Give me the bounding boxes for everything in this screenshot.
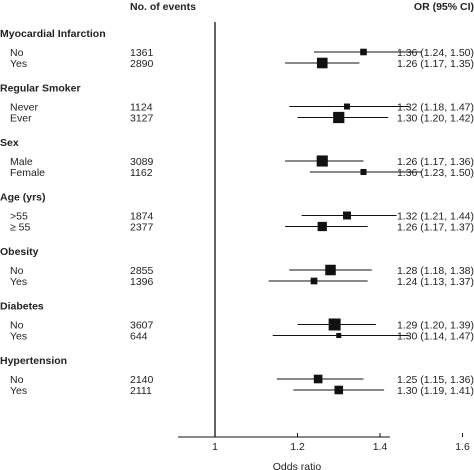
events-value: 1124 bbox=[130, 102, 153, 114]
events-column-header: No. of events bbox=[130, 1, 196, 13]
forest-rows: Myocardial Infarction No 1361 1.36 (1.24, 1… bbox=[0, 22, 474, 437]
or-ci-value: 1.36 (1.23, 1.50) bbox=[397, 167, 474, 179]
row-label: Ever bbox=[10, 113, 32, 125]
row-label: Yes bbox=[10, 58, 27, 70]
or-ci-value: 1.30 (1.14, 1.47) bbox=[397, 331, 474, 343]
x-tick-label: 1 bbox=[212, 441, 218, 453]
events-value: 2377 bbox=[130, 222, 154, 234]
x-axis: 1 1.2 1.4 1.6 bbox=[178, 433, 470, 453]
events-value: 644 bbox=[130, 331, 148, 343]
point-estimate-marker bbox=[310, 277, 318, 285]
odds-ratio-column-header: OR (95% CI) bbox=[414, 1, 474, 13]
point-estimate-marker bbox=[343, 211, 351, 220]
row-label: No bbox=[10, 265, 24, 277]
or-ci-value: 1.36 (1.24, 1.50) bbox=[397, 47, 474, 59]
row-label: No bbox=[10, 320, 24, 332]
group-title: Age (yrs) bbox=[0, 192, 46, 204]
or-ci-value: 1.25 (1.15, 1.36) bbox=[397, 374, 474, 386]
row-label: No bbox=[10, 47, 24, 59]
group-title: Diabetes bbox=[0, 301, 44, 313]
or-ci-value: 1.32 (1.18, 1.47) bbox=[397, 102, 474, 114]
or-ci-value: 1.28 (1.18, 1.38) bbox=[397, 265, 474, 277]
point-estimate-marker bbox=[344, 103, 350, 110]
group-title: Myocardial Infarction bbox=[0, 28, 106, 40]
x-tick-label: 1.6 bbox=[455, 441, 470, 453]
point-estimate-marker bbox=[317, 221, 327, 232]
point-estimate-marker bbox=[316, 155, 328, 167]
row-label: >55 bbox=[10, 211, 28, 223]
x-axis-label: Odds ratio bbox=[273, 461, 322, 470]
row-label: Yes bbox=[10, 385, 27, 397]
group-title: Obesity bbox=[0, 246, 39, 258]
point-estimate-marker bbox=[360, 168, 367, 176]
or-ci-value: 1.26 (1.17, 1.37) bbox=[397, 222, 474, 234]
or-ci-value: 1.24 (1.13, 1.37) bbox=[397, 276, 474, 288]
group-title: Regular Smoker bbox=[0, 83, 81, 95]
or-ci-value: 1.30 (1.20, 1.42) bbox=[397, 113, 474, 125]
group-title: Hypertension bbox=[0, 355, 67, 367]
or-ci-value: 1.26 (1.17, 1.36) bbox=[397, 156, 474, 168]
point-estimate-marker bbox=[316, 57, 328, 69]
row-label: No bbox=[10, 374, 24, 386]
events-value: 3089 bbox=[130, 156, 154, 168]
row-label: ≥ 55 bbox=[10, 222, 31, 234]
x-tick-label: 1.2 bbox=[290, 441, 305, 453]
events-value: 2111 bbox=[130, 385, 152, 397]
events-value: 1396 bbox=[130, 276, 154, 288]
row-label: Female bbox=[10, 167, 45, 179]
events-value: 3607 bbox=[130, 320, 154, 332]
point-estimate-marker bbox=[333, 111, 345, 124]
events-value: 2890 bbox=[130, 58, 154, 70]
point-estimate-marker bbox=[328, 318, 341, 331]
point-estimate-marker bbox=[313, 374, 323, 384]
events-value: 1162 bbox=[130, 167, 153, 179]
events-value: 3127 bbox=[130, 113, 154, 125]
row-label: Yes bbox=[10, 276, 27, 288]
or-ci-value: 1.32 (1.21, 1.44) bbox=[397, 211, 474, 223]
events-value: 2140 bbox=[130, 374, 154, 386]
or-ci-value: 1.30 (1.19, 1.41) bbox=[397, 385, 474, 397]
point-estimate-marker bbox=[360, 48, 367, 56]
group-title: Sex bbox=[0, 137, 19, 149]
row-label: Yes bbox=[10, 331, 27, 343]
or-ci-value: 1.26 (1.17, 1.35) bbox=[397, 58, 474, 70]
row-label: Never bbox=[10, 102, 39, 114]
events-value: 1874 bbox=[130, 211, 154, 223]
or-ci-value: 1.29 (1.20, 1.39) bbox=[397, 320, 474, 332]
x-tick-label: 1.4 bbox=[373, 441, 388, 453]
point-estimate-marker bbox=[325, 264, 336, 276]
row-label: Male bbox=[10, 156, 33, 168]
events-value: 1361 bbox=[130, 47, 154, 59]
point-estimate-marker bbox=[336, 333, 342, 338]
events-value: 2855 bbox=[130, 265, 154, 277]
point-estimate-marker bbox=[334, 385, 344, 395]
